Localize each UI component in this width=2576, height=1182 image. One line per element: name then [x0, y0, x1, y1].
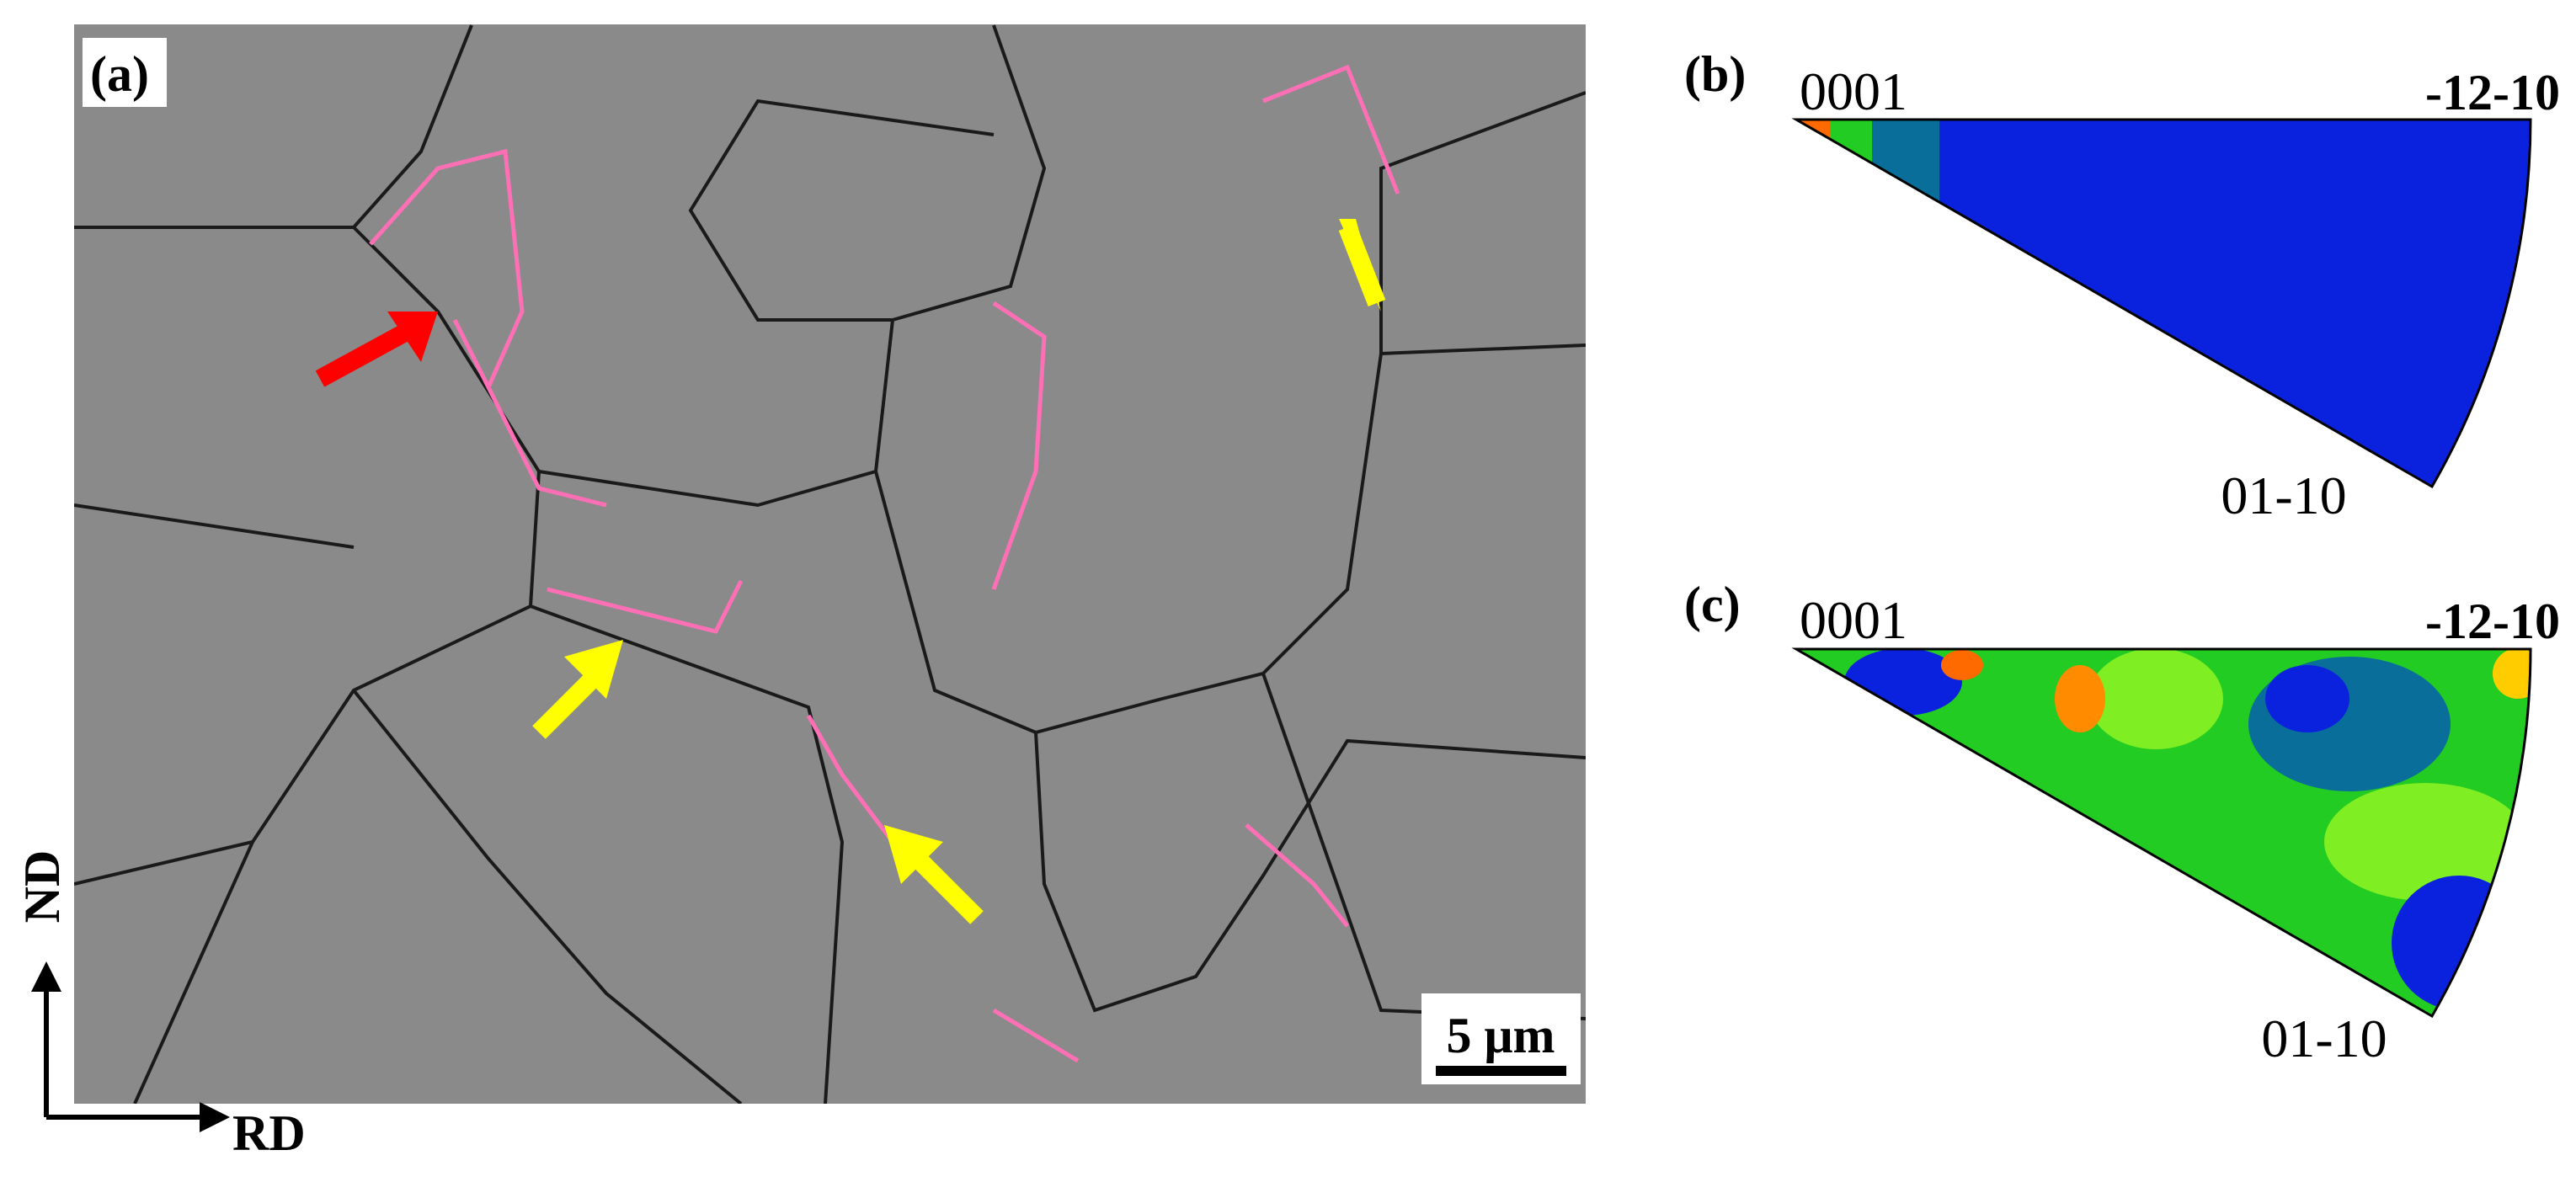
ipf-map	[1796, 649, 2531, 1016]
label-bg	[83, 38, 167, 107]
arrow-head	[387, 311, 438, 362]
arrow-head	[884, 825, 943, 884]
ipf-outline	[1791, 647, 2532, 1019]
panel-label: (b)	[1684, 46, 1746, 102]
panel-label: (c)	[1684, 577, 1741, 632]
corner-label: -12-10	[2425, 65, 2560, 120]
scale-bar	[1436, 1066, 1566, 1076]
corner-label: -12-10	[2425, 594, 2560, 649]
corner-label: 01-10	[2221, 466, 2346, 525]
corner-label: 0001	[1800, 590, 1907, 650]
micrograph	[74, 24, 1586, 1104]
ipf-map	[1796, 120, 2531, 487]
corner-label: 0001	[1800, 61, 1907, 121]
arrow-head	[564, 640, 623, 699]
nd-label: ND	[14, 850, 70, 924]
panel-label: (a)	[90, 46, 149, 102]
arrow	[532, 667, 605, 739]
corner-label: 01-10	[2261, 1009, 2387, 1068]
arrow	[911, 852, 984, 924]
ipf-outline	[1791, 118, 2532, 489]
arrow	[1338, 224, 1386, 306]
rd-label: RD	[232, 1105, 306, 1161]
arrow	[315, 320, 418, 387]
scale-bar-label: 5 μm	[1447, 1008, 1555, 1063]
